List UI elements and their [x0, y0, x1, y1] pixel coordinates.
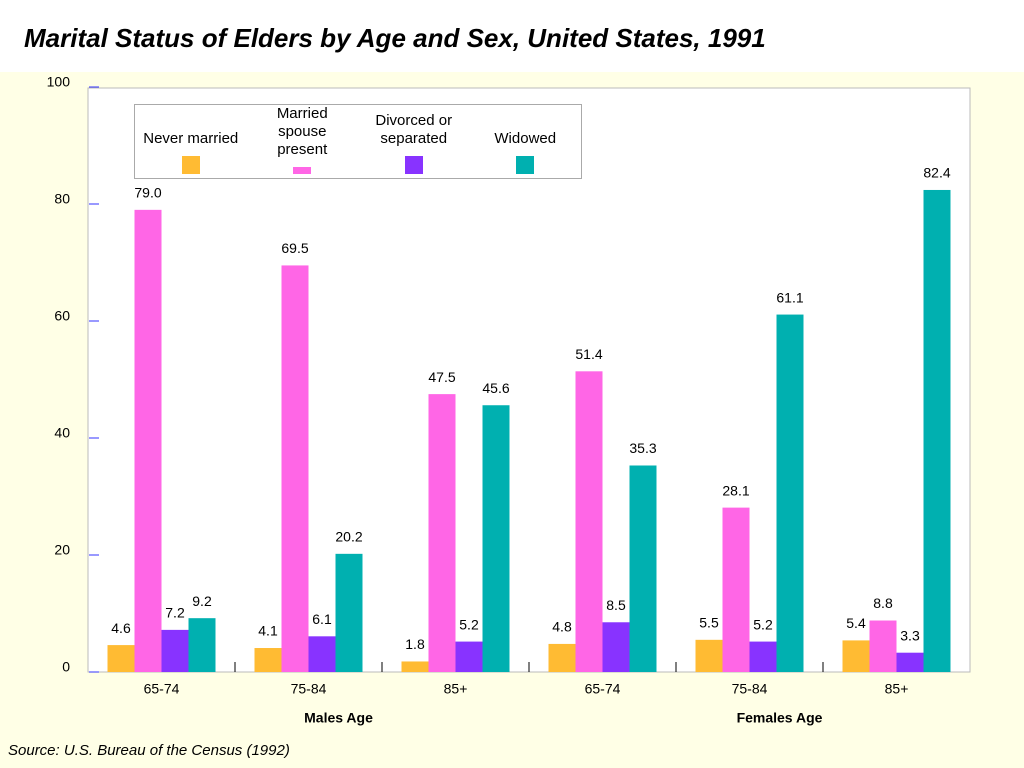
value-label: 8.8: [873, 595, 893, 611]
legend-swatch: [293, 167, 312, 174]
bar: [401, 661, 429, 672]
source: Source: U.S. Bureau of the Census (1992): [8, 742, 290, 759]
y-tick-label: 40: [54, 425, 70, 441]
value-label: 5.2: [459, 616, 479, 632]
value-label: 47.5: [428, 369, 455, 385]
value-label: 45.6: [482, 380, 509, 396]
value-label: 4.1: [258, 623, 278, 639]
chart-title: Marital Status of Elders by Age and Sex,…: [24, 23, 766, 53]
legend-label: Married spouse present: [276, 105, 328, 158]
value-label: 8.5: [606, 597, 626, 613]
x-tick-label: 65-74: [144, 681, 180, 697]
value-label: 4.8: [552, 619, 572, 635]
value-label: 28.1: [722, 482, 749, 498]
legend-item: Divorced or separated: [358, 105, 470, 178]
y-tick-label: 60: [54, 308, 70, 324]
bar: [575, 371, 603, 672]
bar: [161, 629, 189, 672]
value-label: 51.4: [575, 346, 602, 362]
legend-label: Widowed: [494, 130, 557, 147]
value-label: 4.6: [111, 620, 131, 636]
y-tick-label: 0: [62, 659, 70, 675]
legend: Never married Married spouse present Divor…: [134, 104, 582, 179]
value-label: 5.2: [753, 616, 773, 632]
value-label: 79.0: [134, 185, 161, 201]
bar: [629, 465, 657, 672]
legend-swatch: [516, 156, 535, 174]
bar: [548, 643, 576, 672]
plot-area: [87, 87, 971, 673]
y-tick-label: 100: [47, 74, 71, 90]
value-label: 69.5: [281, 240, 308, 256]
bar: [281, 265, 309, 672]
legend-label: Divorced or separated: [375, 112, 453, 147]
x-tick-label: 75-84: [291, 681, 327, 697]
value-label: 35.3: [629, 440, 656, 456]
legend-swatch: [181, 156, 200, 174]
value-label: 6.1: [312, 611, 332, 627]
bar: [482, 405, 510, 672]
value-label: 5.4: [846, 615, 866, 631]
bar: [254, 648, 282, 672]
x-tick-label: 85+: [444, 681, 468, 697]
bar: [335, 553, 363, 672]
bar: [722, 507, 750, 672]
x-tick-label: 65-74: [585, 681, 621, 697]
bar: [455, 641, 483, 672]
legend-item: Widowed: [470, 105, 582, 178]
value-label: 3.3: [900, 627, 920, 643]
legend-swatch: [404, 156, 423, 174]
x-tick-label: 85+: [885, 681, 909, 697]
group-label: Males Age: [304, 710, 373, 726]
value-label: 7.2: [165, 605, 185, 621]
bar: [695, 639, 723, 672]
bar: [428, 394, 456, 672]
legend-label: Never married: [143, 130, 239, 147]
bar: [107, 645, 135, 672]
value-label: 9.2: [192, 593, 212, 609]
bar: [188, 618, 216, 672]
value-label: 20.2: [335, 529, 362, 545]
value-label: 82.4: [923, 165, 950, 181]
bar: [869, 620, 897, 672]
x-tick-label: 75-84: [732, 681, 768, 697]
bar: [842, 640, 870, 672]
bar: [896, 652, 924, 672]
value-label: 61.1: [776, 289, 803, 305]
bar: [776, 314, 804, 672]
value-label: 5.5: [699, 615, 719, 631]
y-tick-label: 20: [54, 542, 70, 558]
legend-item: Never married: [135, 105, 247, 178]
bar: [134, 209, 162, 672]
legend-item: Married spouse present: [247, 105, 359, 178]
bar: [308, 636, 336, 672]
group-label: Females Age: [737, 710, 823, 726]
y-tick-label: 80: [54, 191, 70, 207]
bar: [602, 622, 630, 672]
bar: [749, 641, 777, 672]
value-label: 1.8: [405, 636, 425, 652]
bar: [923, 189, 951, 672]
